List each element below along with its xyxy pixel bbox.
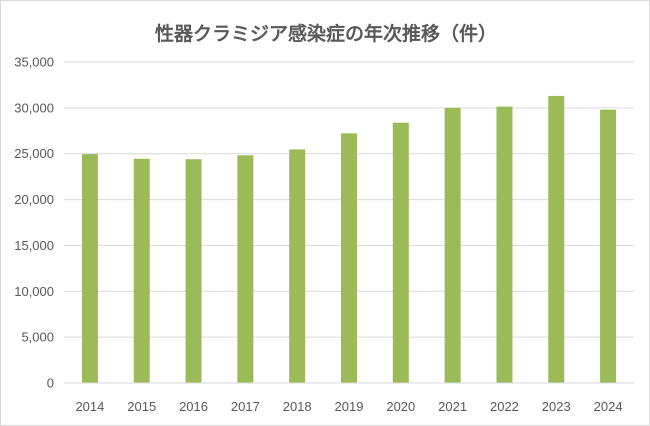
x-tick-label: 2022 <box>490 399 519 414</box>
bar <box>237 155 254 383</box>
chart-title: 性器クラミジア感染症の年次推移（件） <box>154 23 497 45</box>
bar <box>392 122 409 384</box>
x-tick-label: 2020 <box>386 399 415 414</box>
y-tick-label: 35,000 <box>14 55 54 70</box>
y-tick-label: 10,000 <box>14 284 54 299</box>
bar <box>341 133 357 383</box>
x-tick-label: 2019 <box>335 399 364 414</box>
x-tick-label: 2017 <box>231 399 260 414</box>
bar <box>81 154 98 383</box>
y-tick-label: 5,000 <box>21 330 54 345</box>
bar <box>444 107 461 383</box>
bar <box>133 158 150 383</box>
x-tick-label: 2024 <box>594 399 623 414</box>
bar <box>600 109 617 383</box>
bar <box>289 149 306 383</box>
x-tick-label: 2021 <box>438 399 467 414</box>
y-tick-label: 0 <box>47 376 54 391</box>
bar <box>548 95 565 383</box>
y-tick-label: 20,000 <box>14 192 54 207</box>
x-tick-label: 2016 <box>179 399 208 414</box>
y-tick-label: 15,000 <box>14 238 54 253</box>
x-tick-label: 2023 <box>542 399 571 414</box>
x-tick-label: 2015 <box>127 399 156 414</box>
x-tick-label: 2018 <box>283 399 312 414</box>
bar <box>185 159 202 383</box>
y-tick-label: 25,000 <box>14 146 54 161</box>
y-tick-label: 30,000 <box>14 100 54 115</box>
x-tick-label: 2014 <box>75 399 104 414</box>
bar <box>496 106 513 383</box>
